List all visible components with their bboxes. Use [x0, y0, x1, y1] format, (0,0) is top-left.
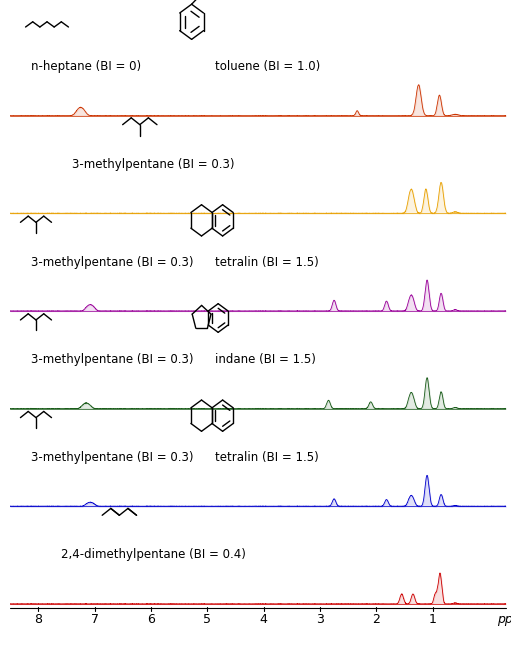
Text: 3-methylpentane (BI = 0.3): 3-methylpentane (BI = 0.3) [31, 256, 193, 268]
Text: 5: 5 [203, 613, 212, 626]
Text: tetralin (BI = 1.5): tetralin (BI = 1.5) [215, 451, 318, 464]
Text: 3-methylpentane (BI = 0.3): 3-methylpentane (BI = 0.3) [31, 451, 193, 464]
Text: ppm: ppm [497, 613, 511, 626]
Text: 3-methylpentane (BI = 0.3): 3-methylpentane (BI = 0.3) [72, 158, 235, 171]
Text: 3-methylpentane (BI = 0.3): 3-methylpentane (BI = 0.3) [31, 353, 193, 366]
Text: 1: 1 [429, 613, 436, 626]
Text: 7: 7 [91, 613, 99, 626]
Text: toluene (BI = 1.0): toluene (BI = 1.0) [215, 61, 320, 74]
Text: 2: 2 [373, 613, 380, 626]
Text: 8: 8 [34, 613, 42, 626]
Text: 4: 4 [260, 613, 268, 626]
Text: 2,4-dimethylpentane (BI = 0.4): 2,4-dimethylpentane (BI = 0.4) [61, 549, 246, 561]
Text: n-heptane (BI = 0): n-heptane (BI = 0) [31, 61, 141, 74]
Text: indane (BI = 1.5): indane (BI = 1.5) [215, 353, 315, 366]
Text: 3: 3 [316, 613, 324, 626]
Text: 6: 6 [147, 613, 155, 626]
Text: tetralin (BI = 1.5): tetralin (BI = 1.5) [215, 256, 318, 268]
